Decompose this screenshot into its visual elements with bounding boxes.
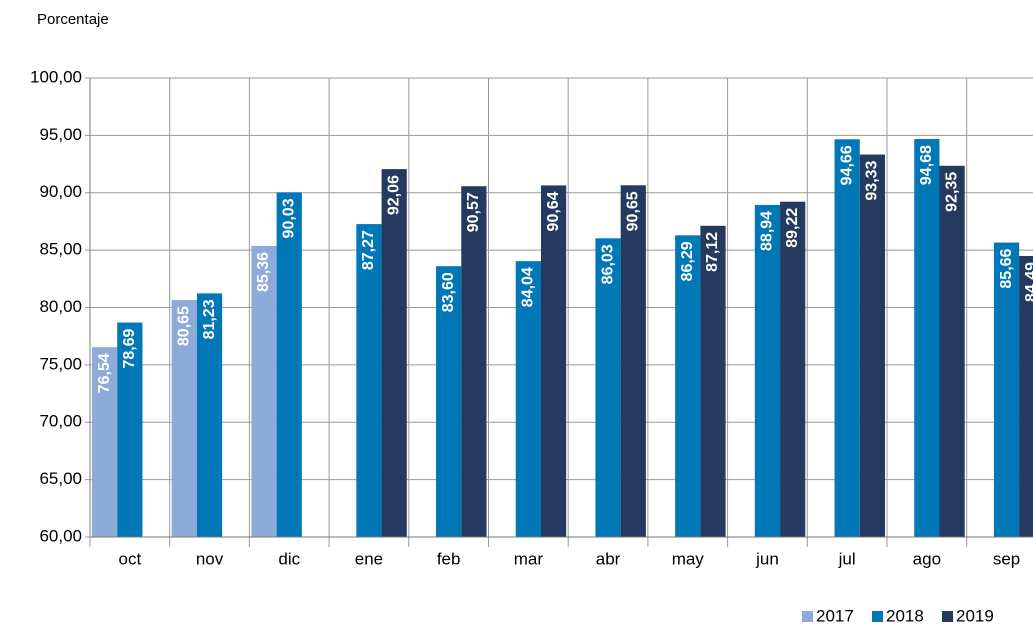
y-axis-title: Porcentaje bbox=[37, 11, 109, 28]
legend-label: 2019 bbox=[956, 606, 994, 625]
bar bbox=[436, 266, 462, 537]
value-label: 80,65 bbox=[176, 306, 193, 346]
y-tick-label: 75,00 bbox=[39, 354, 82, 373]
bar bbox=[276, 192, 302, 537]
value-label: 76,54 bbox=[96, 353, 113, 393]
value-label: 87,12 bbox=[704, 232, 721, 272]
legend-label: 2018 bbox=[886, 606, 924, 625]
value-label: 84,49 bbox=[1023, 262, 1033, 302]
bar bbox=[92, 347, 118, 537]
value-label: 85,66 bbox=[998, 248, 1015, 288]
value-label: 86,29 bbox=[679, 241, 696, 281]
y-tick-label: 60,00 bbox=[39, 526, 82, 545]
x-tick-label: feb bbox=[437, 549, 461, 568]
bar bbox=[939, 165, 965, 537]
legend-swatch bbox=[802, 611, 813, 622]
legend-swatch bbox=[872, 611, 883, 622]
value-label: 86,03 bbox=[599, 244, 616, 284]
legend-label: 2017 bbox=[816, 606, 854, 625]
value-label: 90,65 bbox=[625, 191, 642, 231]
x-tick-label: jun bbox=[755, 549, 779, 568]
bar bbox=[461, 186, 487, 538]
x-tick-label: mar bbox=[514, 549, 544, 568]
x-tick-label: ene bbox=[355, 549, 383, 568]
value-label: 87,27 bbox=[360, 230, 377, 270]
x-tick-label: sep bbox=[993, 549, 1020, 568]
bar bbox=[381, 169, 407, 537]
value-label: 93,33 bbox=[864, 160, 881, 200]
bar bbox=[754, 204, 781, 537]
value-label: 94,66 bbox=[838, 145, 855, 185]
value-label: 81,23 bbox=[201, 299, 218, 339]
x-tick-label: ago bbox=[913, 549, 941, 568]
value-label: 92,35 bbox=[943, 172, 960, 212]
y-tick-label: 95,00 bbox=[39, 125, 82, 144]
x-tick-label: may bbox=[672, 549, 705, 568]
bar bbox=[780, 201, 806, 537]
y-tick-label: 85,00 bbox=[39, 240, 82, 259]
bar bbox=[914, 139, 940, 537]
bar bbox=[834, 139, 860, 538]
bar bbox=[859, 154, 885, 537]
value-label: 90,57 bbox=[465, 192, 482, 232]
value-label: 90,64 bbox=[545, 191, 562, 231]
value-label: 90,03 bbox=[280, 198, 297, 238]
y-tick-label: 90,00 bbox=[39, 182, 82, 201]
bar bbox=[251, 245, 277, 537]
x-tick-label: dic bbox=[278, 549, 300, 568]
bar bbox=[171, 300, 197, 537]
bar bbox=[515, 261, 541, 537]
value-label: 84,04 bbox=[520, 267, 537, 307]
legend-swatch bbox=[942, 611, 953, 622]
x-tick-label: abr bbox=[596, 549, 621, 568]
y-tick-label: 65,00 bbox=[39, 469, 82, 488]
x-tick-label: oct bbox=[119, 549, 142, 568]
value-label: 78,69 bbox=[121, 328, 138, 368]
bar bbox=[700, 225, 726, 537]
value-label: 94,68 bbox=[918, 145, 935, 185]
bar bbox=[540, 185, 567, 537]
x-tick-label: nov bbox=[196, 549, 224, 568]
bar bbox=[196, 293, 223, 537]
y-tick-label: 100,00 bbox=[30, 67, 82, 86]
y-tick-label: 70,00 bbox=[39, 412, 82, 431]
bar bbox=[356, 224, 382, 537]
bar bbox=[993, 242, 1020, 537]
value-label: 89,22 bbox=[784, 208, 801, 248]
bar bbox=[675, 235, 701, 537]
y-tick-label: 80,00 bbox=[39, 297, 82, 316]
x-tick-label: jul bbox=[838, 549, 856, 568]
value-label: 92,06 bbox=[385, 175, 402, 215]
value-label: 83,60 bbox=[440, 272, 457, 312]
value-label: 85,36 bbox=[255, 252, 272, 292]
bar bbox=[117, 322, 143, 537]
bar bbox=[595, 238, 621, 537]
bar bbox=[1019, 255, 1033, 538]
value-label: 88,94 bbox=[759, 211, 776, 251]
bar bbox=[620, 185, 646, 537]
